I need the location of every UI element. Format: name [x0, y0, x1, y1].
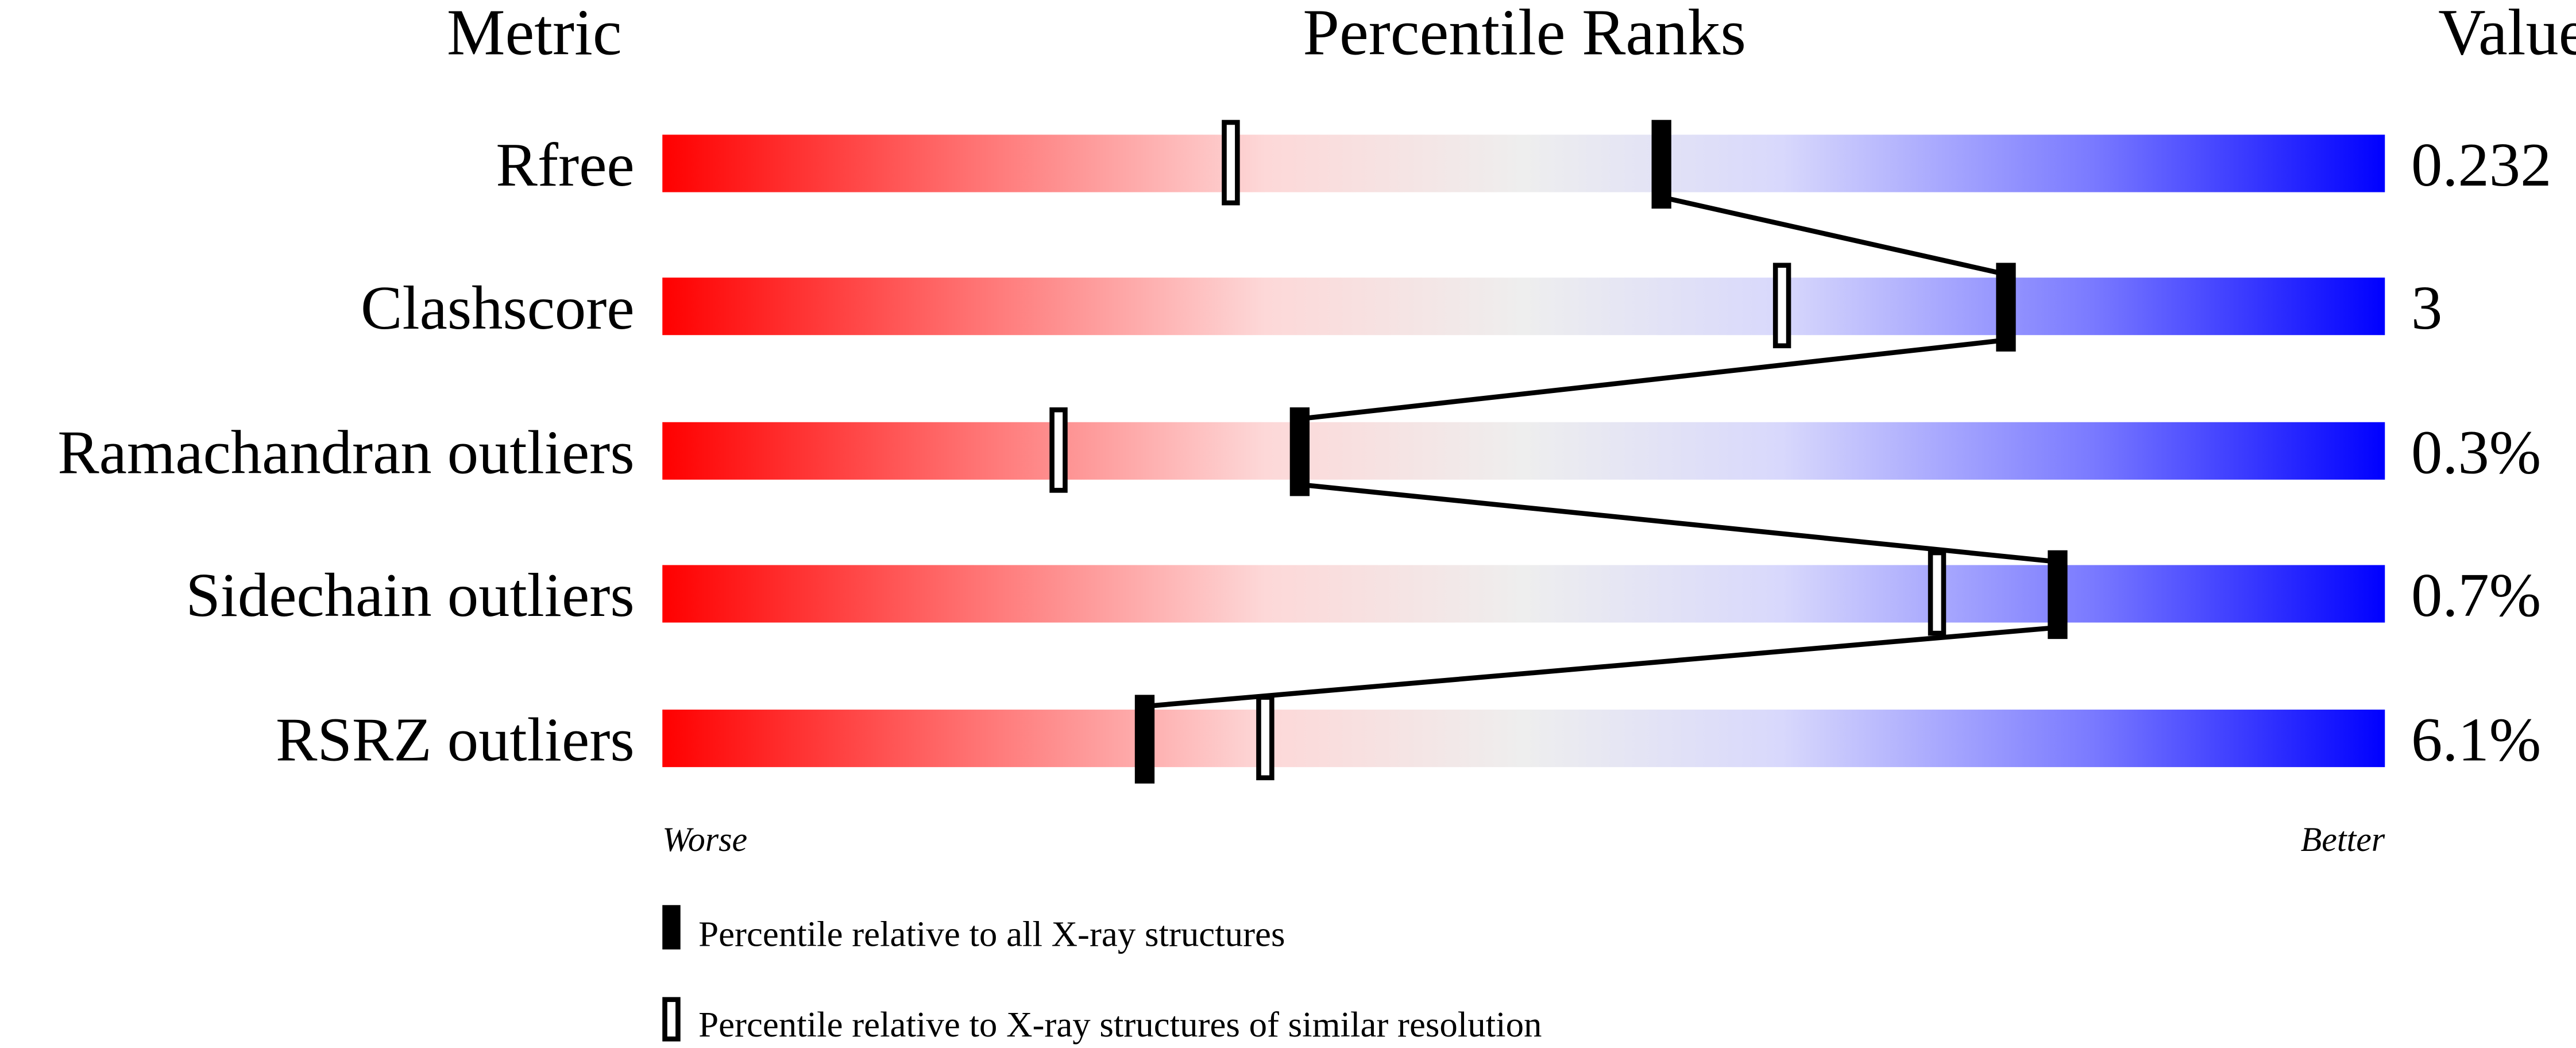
- marker-all-structures: [2048, 550, 2068, 639]
- metric-value: 3: [2411, 273, 2442, 342]
- metric-label: Rfree: [496, 130, 634, 199]
- header-value: Value: [2438, 0, 2576, 68]
- connector-line: [1660, 194, 2007, 277]
- metric-value: 0.3%: [2411, 418, 2541, 487]
- marker-similar-resolution: [1772, 263, 1791, 349]
- percentile-bar: [662, 422, 2385, 480]
- metric-value: 0.232: [2411, 130, 2551, 199]
- marker-all-structures: [1651, 120, 1671, 209]
- marker-similar-resolution: [1928, 550, 1947, 636]
- metric-row: Clashscore 3: [361, 273, 2442, 342]
- metric-row: RSRZ outliers 6.1%: [276, 706, 2541, 775]
- better-label: Better: [2301, 820, 2385, 858]
- metric-row: Sidechain outliers 0.7%: [186, 561, 2541, 630]
- metric-value: 0.7%: [2411, 561, 2541, 630]
- legend-filled-label: Percentile relative to all X-ray structu…: [698, 914, 1285, 954]
- marker-similar-resolution: [1222, 120, 1240, 206]
- metric-label: Ramachandran outliers: [57, 418, 634, 487]
- metric-row: Ramachandran outliers 0.3%: [57, 418, 2541, 487]
- metric-value: 6.1%: [2411, 706, 2541, 775]
- legend-filled-marker: [662, 905, 681, 950]
- marker-all-structures: [1996, 263, 2016, 352]
- percentile-bar: [662, 134, 2385, 192]
- header-percentile-ranks: Percentile Ranks: [1303, 0, 1746, 68]
- percentile-bar: [662, 278, 2385, 336]
- marker-similar-resolution: [1049, 407, 1068, 493]
- marker-all-structures: [1134, 695, 1155, 784]
- marker-all-structures: [1289, 407, 1310, 496]
- percentile-bar: [662, 710, 2385, 768]
- connector-line: [1299, 482, 2058, 565]
- metric-label: Clashscore: [361, 273, 635, 342]
- metric-label: Sidechain outliers: [186, 561, 634, 630]
- metric-label: RSRZ outliers: [276, 706, 635, 775]
- connector-line: [1144, 625, 2058, 709]
- legend-open-label: Percentile relative to X-ray structures …: [698, 1004, 1542, 1045]
- header-metric: Metric: [447, 0, 622, 68]
- marker-similar-resolution: [1256, 695, 1275, 780]
- worse-label: Worse: [662, 820, 747, 858]
- metric-row: Rfree 0.232: [496, 130, 2551, 199]
- percentile-bar: [662, 565, 2385, 623]
- connector-line: [1299, 337, 2006, 422]
- legend-open-marker: [662, 997, 681, 1042]
